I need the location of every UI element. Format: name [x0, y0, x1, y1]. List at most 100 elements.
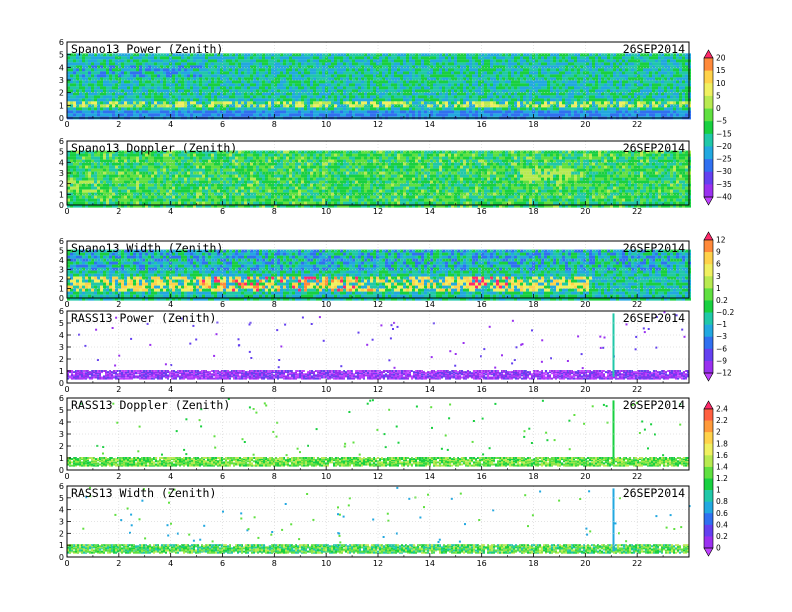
y-tick-label: 0: [59, 466, 64, 475]
x-tick-label: 8: [272, 385, 277, 394]
y-tick-label: 2: [59, 275, 64, 284]
y-tick-label: 0: [59, 114, 64, 123]
x-tick-label: 2: [116, 120, 121, 129]
x-tick-label: 10: [321, 559, 331, 568]
x-tick-label: 8: [272, 300, 277, 309]
x-tick-label: 18: [528, 120, 538, 129]
colorbar-label: 0.2: [716, 532, 728, 541]
y-tick-label: 3: [59, 266, 64, 275]
x-tick-label: 12: [373, 559, 383, 568]
colorbar-label: 3: [716, 272, 721, 281]
x-tick-label: 6: [220, 300, 225, 309]
colorbar-label: −40: [716, 193, 732, 202]
y-tick-label: 5: [59, 494, 64, 503]
x-tick-label: 20: [580, 300, 590, 309]
y-tick-label: 3: [59, 343, 64, 352]
colorbar-label: −30: [716, 167, 732, 176]
y-tick-label: 1: [59, 541, 64, 550]
x-tick-label: 10: [321, 207, 331, 216]
x-tick-label: 18: [528, 300, 538, 309]
x-tick-label: 14: [425, 300, 435, 309]
x-tick-label: 8: [272, 120, 277, 129]
y-tick-label: 3: [59, 430, 64, 439]
y-axis: 0 1 2 3 4 5 6: [59, 307, 71, 388]
x-tick-label: 14: [425, 120, 435, 129]
colorbar-label: 5: [716, 91, 721, 100]
colorbar-label: −12: [716, 369, 732, 378]
colorbar-label: 0.8: [716, 497, 728, 506]
heatmap-field: [67, 311, 689, 380]
x-tick-label: 4: [168, 120, 173, 129]
x-tick-label: 16: [477, 385, 487, 394]
x-tick-label: 4: [168, 300, 173, 309]
colorbar-label: 20: [716, 54, 726, 63]
y-tick-label: 5: [59, 247, 64, 256]
y-tick-label: 4: [59, 63, 64, 72]
x-tick-label: 2: [116, 300, 121, 309]
colorbar-label: 10: [716, 79, 726, 88]
x-tick-label: 18: [528, 207, 538, 216]
x-tick-label: 8: [272, 207, 277, 216]
y-tick-label: 6: [59, 38, 64, 47]
y-tick-label: 0: [59, 201, 64, 210]
x-tick-label: 20: [580, 120, 590, 129]
x-tick-label: 22: [632, 385, 642, 394]
y-tick-label: 0: [59, 379, 64, 388]
x-tick-label: 6: [220, 472, 225, 481]
y-tick-label: 2: [59, 442, 64, 451]
y-tick-label: 2: [59, 89, 64, 98]
x-tick-label: 18: [528, 472, 538, 481]
grid: [66, 310, 689, 384]
x-tick-label: 20: [580, 207, 590, 216]
colorbar-scale_power: 20 15 10 5 0 −5 −15 −20 −25 −30 −35 −40: [703, 49, 732, 206]
y-tick-label: 0: [59, 294, 64, 303]
y-tick-label: 6: [59, 237, 64, 246]
y-tick-label: 3: [59, 169, 64, 178]
y-tick-label: 4: [59, 331, 64, 340]
x-tick-label: 6: [220, 385, 225, 394]
x-tick-label: 0: [64, 559, 69, 568]
x-tick-label: 20: [580, 559, 590, 568]
heatmap-field: [67, 486, 691, 554]
x-tick-label: 16: [477, 207, 487, 216]
x-tick-label: 2: [116, 385, 121, 394]
x-tick-label: 2: [116, 559, 121, 568]
y-tick-label: 1: [59, 101, 64, 110]
colorbar-scale_width: 12 9 6 3 1 0.2 −0.2 −1 −3 −6 −9 −12: [703, 231, 734, 382]
x-tick-label: 8: [272, 472, 277, 481]
y-tick-label: 6: [59, 307, 64, 316]
x-tick-label: 2: [116, 472, 121, 481]
y-tick-label: 5: [59, 319, 64, 328]
x-tick-label: 12: [373, 120, 383, 129]
x-tick-label: 20: [580, 472, 590, 481]
y-tick-label: 4: [59, 256, 64, 265]
y-tick-label: 4: [59, 158, 64, 167]
y-tick-label: 0: [59, 553, 64, 562]
colorbar-label: −9: [716, 356, 727, 365]
colorbar-label: −1: [716, 320, 727, 329]
colorbar-label: 2.4: [716, 405, 728, 414]
colorbar-label: 0: [716, 104, 721, 113]
y-tick-label: 2: [59, 355, 64, 364]
heatmap-field: [67, 249, 691, 301]
colorbar-label: −6: [716, 344, 727, 353]
colorbar-label: 0: [716, 544, 721, 553]
y-tick-label: 4: [59, 418, 64, 427]
panel-date: 26SEP2014: [623, 486, 685, 500]
x-tick-label: 16: [477, 472, 487, 481]
grid: [66, 240, 689, 299]
colorbar-scale_rass: 2.4 2.2 2 1.8 1.6 1.4 1.2 1 0.8 0.6 0.4 0.2 0: [703, 400, 728, 557]
x-tick-label: 0: [64, 300, 69, 309]
colorbar-label: −5: [716, 117, 727, 126]
panel-title: RASS13 Doppler (Zenith): [71, 398, 230, 412]
x-axis: 0 2 4 6 8 10 12 14 16 18 20 22: [64, 466, 664, 481]
x-tick-label: 16: [477, 300, 487, 309]
x-axis: 0 2 4 6 8 10 12 14 16 18 20 22: [64, 201, 664, 216]
